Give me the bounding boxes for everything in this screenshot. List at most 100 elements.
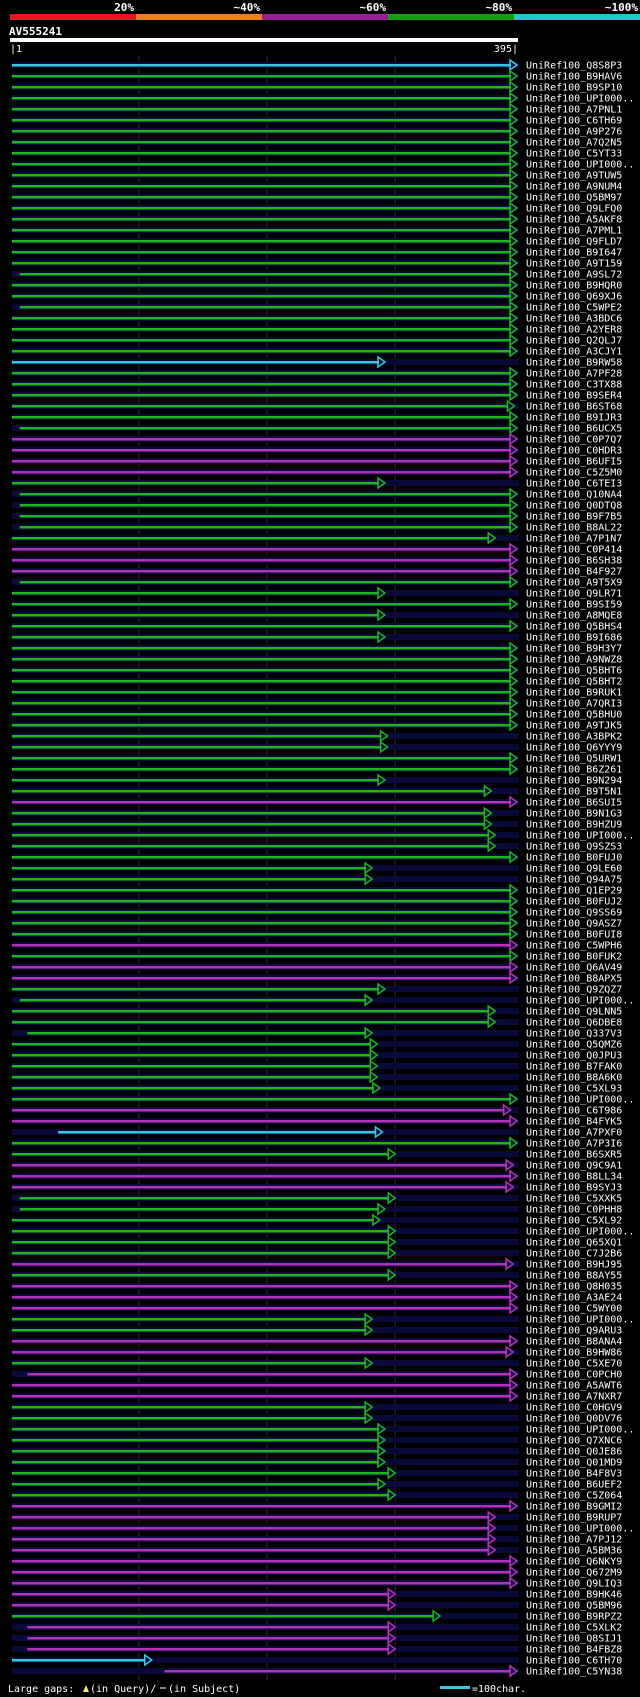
hit-label[interactable]: UniRef100_C5XL93 [526,1084,622,1095]
hit-row[interactable]: UniRef100_Q9LIQ3 [12,1576,622,1590]
hit-label[interactable]: UniRef100_A7PNL1 [526,105,622,116]
hit-row[interactable]: UniRef100_C7J2B6 [12,1246,622,1260]
hit-row[interactable]: UniRef100_A7PF28 [12,366,622,380]
hit-label[interactable]: UniRef100_C5YN38 [526,1667,622,1678]
hit-row[interactable]: UniRef100_B7FAK0 [12,1059,622,1073]
hit-row[interactable]: UniRef100_C6TH69 [12,113,622,127]
hit-label[interactable]: UniRef100_B6SH38 [526,556,622,567]
hit-label[interactable]: UniRef100_B6UFI5 [526,457,622,468]
hit-label[interactable]: UniRef100_Q5URW1 [526,754,622,765]
hit-row[interactable]: UniRef100_A9T5X9 [12,575,622,589]
hit-label[interactable]: UniRef100_B7FAK0 [526,1062,622,1073]
hit-row[interactable]: UniRef100_UPI000.. [12,1092,634,1106]
hit-row[interactable]: UniRef100_Q672M9 [12,1565,622,1579]
hit-label[interactable]: UniRef100_B4FYK5 [526,1117,622,1128]
hit-row[interactable]: UniRef100_Q5BHU0 [12,707,622,721]
hit-row[interactable]: UniRef100_C5XL92 [12,1213,622,1227]
hit-row[interactable]: UniRef100_A5AKF8 [12,212,622,226]
hit-label[interactable]: UniRef100_C5WPE2 [526,303,622,314]
hit-row[interactable]: UniRef100_B9F7B5 [12,509,622,523]
hit-label[interactable]: UniRef100_B9HQR0 [526,281,622,292]
hit-label[interactable]: UniRef100_C3TX88 [526,380,622,391]
hit-row[interactable]: UniRef100_B9RPZ2 [12,1609,622,1623]
hit-row[interactable]: UniRef100_B9H3Y7 [12,641,622,655]
hit-label[interactable]: UniRef100_B9IJR3 [526,413,622,424]
hit-row[interactable]: UniRef100_C3TX88 [12,377,622,391]
hit-label[interactable]: UniRef100_A9NUM4 [526,182,622,193]
hit-row[interactable]: UniRef100_Q0DTQ8 [12,498,622,512]
hit-label[interactable]: UniRef100_Q5BHT6 [526,666,622,677]
hit-label[interactable]: UniRef100_B6ST68 [526,402,622,413]
hit-row[interactable]: UniRef100_Q9C9A1 [12,1158,622,1172]
hit-label[interactable]: UniRef100_Q9LR71 [526,589,622,600]
hit-row[interactable]: UniRef100_A3CJY1 [12,344,622,358]
hit-row[interactable]: UniRef100_B9I686 [12,630,622,644]
hit-row[interactable]: UniRef100_Q5BM96 [12,1598,622,1612]
hit-row[interactable]: UniRef100_Q7XNC6 [12,1433,622,1447]
hit-label[interactable]: UniRef100_Q5BHU0 [526,710,622,721]
hit-row[interactable]: UniRef100_A2YER8 [12,322,622,336]
hit-row[interactable]: UniRef100_A9NUM4 [12,179,622,193]
hit-row[interactable]: UniRef100_B8AY55 [12,1268,622,1282]
hit-label[interactable]: UniRef100_Q7XNC6 [526,1436,622,1447]
hit-row[interactable]: UniRef100_C0HGV9 [12,1400,622,1414]
hit-label[interactable]: UniRef100_Q0JPU3 [526,1051,622,1062]
hit-label[interactable]: UniRef100_B4F927 [526,567,622,578]
hit-label[interactable]: UniRef100_B4F8V3 [526,1469,622,1480]
hit-label[interactable]: UniRef100_B6UEF2 [526,1480,622,1491]
hit-row[interactable]: UniRef100_A9TUW5 [12,168,622,182]
hit-label[interactable]: UniRef100_UPI000.. [526,94,634,105]
hit-label[interactable]: UniRef100_Q10NA4 [526,490,622,501]
hit-row[interactable]: UniRef100_Q9LR71 [12,586,622,600]
hit-row[interactable]: UniRef100_A7P3I6 [12,1136,622,1150]
hit-row[interactable]: UniRef100_Q9ZQZ7 [12,982,622,996]
hit-row[interactable]: UniRef100_UPI000.. [12,1521,634,1535]
hit-label[interactable]: UniRef100_C0PHH8 [526,1205,622,1216]
hit-label[interactable]: UniRef100_A9P276 [526,127,622,138]
hit-row[interactable]: UniRef100_Q6NKY9 [12,1554,622,1568]
hit-label[interactable]: UniRef100_C0P414 [526,545,622,556]
hit-label[interactable]: UniRef100_B9I647 [526,248,622,259]
hit-row[interactable]: UniRef100_B9T5N1 [12,784,622,798]
hit-row[interactable]: UniRef100_C5YT33 [12,146,622,160]
hit-row[interactable]: UniRef100_A3AE24 [12,1290,622,1304]
hit-label[interactable]: UniRef100_Q5QMZ6 [526,1040,622,1051]
hit-row[interactable]: UniRef100_Q10NA4 [12,487,622,501]
hit-label[interactable]: UniRef100_A3CJY1 [526,347,622,358]
hit-label[interactable]: UniRef100_Q5BM97 [526,193,622,204]
hit-row[interactable]: UniRef100_Q01MD9 [12,1455,622,1469]
hit-label[interactable]: UniRef100_B0FUK2 [526,952,622,963]
hit-row[interactable]: UniRef100_B9SP10 [12,80,622,94]
hit-label[interactable]: UniRef100_Q8H035 [526,1282,622,1293]
hit-row[interactable]: UniRef100_B9N1G3 [12,806,622,820]
hit-label[interactable]: UniRef100_B8APX5 [526,974,622,985]
hit-label[interactable]: UniRef100_B9SP10 [526,83,622,94]
hit-row[interactable]: UniRef100_C0PHH8 [12,1202,622,1216]
hit-label[interactable]: UniRef100_A7PF28 [526,369,622,380]
hit-label[interactable]: UniRef100_B9N1G3 [526,809,622,820]
hit-row[interactable]: UniRef100_C0HDR3 [12,443,622,457]
hit-label[interactable]: UniRef100_UPI000.. [526,160,634,171]
hit-label[interactable]: UniRef100_Q6AV49 [526,963,622,974]
hit-row[interactable]: UniRef100_A9P276 [12,124,622,138]
hit-label[interactable]: UniRef100_A9NWZ8 [526,655,622,666]
hit-row[interactable]: UniRef100_A9NWZ8 [12,652,622,666]
hit-label[interactable]: UniRef100_Q9LE60 [526,864,622,875]
hit-label[interactable]: UniRef100_A3BPK2 [526,732,622,743]
hit-row[interactable]: UniRef100_Q5BHS4 [12,619,622,633]
hit-row[interactable]: UniRef100_B9HQR0 [12,278,622,292]
hit-label[interactable]: UniRef100_C0PCH0 [526,1370,622,1381]
hit-label[interactable]: UniRef100_A7Q2N5 [526,138,622,149]
hit-label[interactable]: UniRef100_A3BDC6 [526,314,622,325]
hit-row[interactable]: UniRef100_Q9LFQ0 [12,201,622,215]
hit-row[interactable]: UniRef100_B6ST68 [12,399,622,413]
hit-label[interactable]: UniRef100_UPI000.. [526,1524,634,1535]
hit-label[interactable]: UniRef100_Q9C9A1 [526,1161,622,1172]
hit-row[interactable]: UniRef100_Q8S8P3 [12,58,622,72]
hit-label[interactable]: UniRef100_A7P3I6 [526,1139,622,1150]
hit-label[interactable]: UniRef100_B8LL34 [526,1172,622,1183]
hit-label[interactable]: UniRef100_Q0DTQ8 [526,501,622,512]
hit-row[interactable]: UniRef100_Q9ARU3 [12,1323,622,1337]
hit-row[interactable]: UniRef100_C0P414 [12,542,622,556]
hit-label[interactable]: UniRef100_Q9LIQ3 [526,1579,622,1590]
